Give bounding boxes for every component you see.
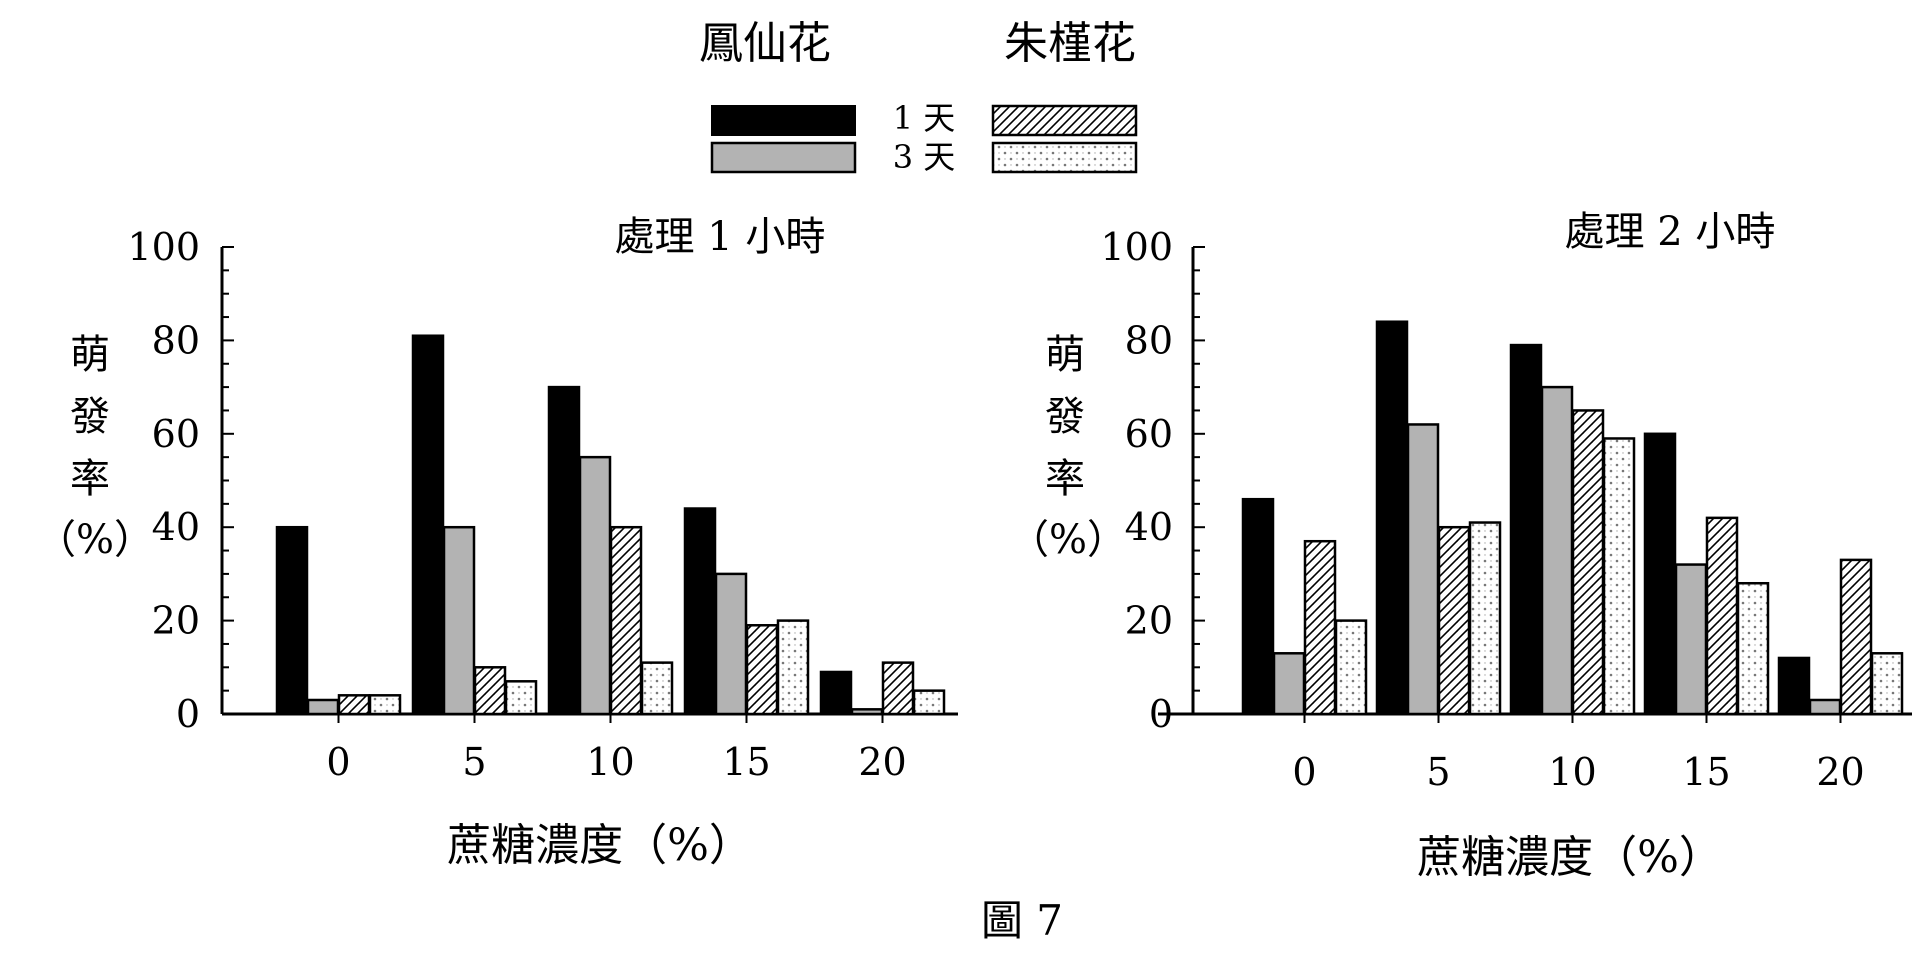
bar-series-impatiens-day1-5 <box>1375 320 1409 716</box>
x-axis-label: 蔗糖濃度（%） <box>1417 832 1723 883</box>
bar-series-hibiscus-day3-10 <box>640 661 674 716</box>
bar-series-hibiscus-day3-0 <box>1334 619 1368 716</box>
y-tick-label: 20 <box>152 599 200 643</box>
y-tick-label: 40 <box>152 505 200 549</box>
bar-series-impatiens-day3-5 <box>442 525 476 716</box>
bar-series-hibiscus-day1-0 <box>337 694 371 716</box>
x-tick-label: 10 <box>1548 750 1596 794</box>
bar-series-hibiscus-day3-5 <box>504 680 538 716</box>
bar-series-impatiens-day3-20 <box>850 708 884 716</box>
x-axis-label: 蔗糖濃度（%） <box>447 820 753 871</box>
x-tick-label: 0 <box>326 740 350 784</box>
legend-swatch-hibiscus-day1 <box>991 104 1138 137</box>
y-axis-label-line-4: （%） <box>1009 517 1127 563</box>
bar-series-impatiens-day3-20 <box>1808 698 1842 716</box>
bar-series-hibiscus-day1-10 <box>1571 409 1605 716</box>
bar-series-impatiens-day1-10 <box>1509 343 1543 716</box>
bar-series-hibiscus-day3-10 <box>1602 437 1636 716</box>
bar-series-hibiscus-day1-5 <box>473 666 507 716</box>
y-axis-label-line-1: 萌 <box>70 332 110 378</box>
x-tick-label: 5 <box>1426 750 1450 794</box>
bar-series-impatiens-day3-0 <box>1272 652 1306 716</box>
x-tick-label: 20 <box>1816 750 1864 794</box>
bar-series-hibiscus-day1-5 <box>1437 525 1471 716</box>
bar-series-impatiens-day3-10 <box>578 455 612 716</box>
x-tick-label: 15 <box>1682 750 1730 794</box>
y-tick-label: 100 <box>1100 225 1173 269</box>
figure-caption: 圖 7 <box>981 896 1063 945</box>
legend-row-day3: 3 天 <box>893 138 956 176</box>
x-tick-label: 15 <box>722 740 770 784</box>
bar-series-hibiscus-day1-20 <box>881 661 915 716</box>
y-axis-label-line-2: 發 <box>1045 394 1085 440</box>
bar-series-impatiens-day1-15 <box>683 507 717 716</box>
bar-series-hibiscus-day1-15 <box>745 624 779 716</box>
y-axis-label-line-1: 萌 <box>1045 332 1085 378</box>
bars <box>1241 320 1904 716</box>
x-tick-label: 10 <box>586 740 634 784</box>
bar-series-impatiens-day1-15 <box>1643 432 1677 716</box>
bar-series-hibiscus-day1-15 <box>1705 516 1739 716</box>
legend-header-impatiens: 鳳仙花 <box>699 18 831 69</box>
legend-row-day1: 1 天 <box>893 99 956 137</box>
x-tick-label: 0 <box>1292 750 1316 794</box>
bar-series-impatiens-day3-5 <box>1406 423 1440 716</box>
bar-series-impatiens-day1-20 <box>819 670 853 716</box>
bar-series-hibiscus-day1-20 <box>1839 558 1873 716</box>
y-axis-label-line-3: 率 <box>70 456 110 502</box>
y-axis-label-line-4: （%） <box>36 517 154 563</box>
bar-series-impatiens-day1-0 <box>275 525 309 716</box>
chart-title: 處理 1 小時 <box>615 214 826 260</box>
y-tick-label: 60 <box>152 412 200 456</box>
bar-series-impatiens-day1-10 <box>547 385 581 716</box>
bar-series-impatiens-day1-20 <box>1777 656 1811 716</box>
bar-series-hibiscus-day3-0 <box>368 694 402 716</box>
bar-series-hibiscus-day3-20 <box>912 689 946 716</box>
bar-series-hibiscus-day3-5 <box>1468 521 1502 716</box>
x-tick-label: 5 <box>462 740 486 784</box>
bar-series-hibiscus-day3-15 <box>776 619 810 716</box>
bar-series-hibiscus-day3-20 <box>1870 652 1904 716</box>
legend-swatch-impatiens-day1 <box>711 105 856 136</box>
legend-swatch-impatiens-day3 <box>710 141 857 174</box>
legend-header-hibiscus: 朱槿花 <box>1004 18 1136 69</box>
y-tick-label: 60 <box>1125 412 1173 456</box>
axes: 0 20 40 60 80 100 0 5 10 15 20 <box>1100 225 1912 794</box>
bar-series-impatiens-day3-10 <box>1540 385 1574 716</box>
y-tick-label: 20 <box>1125 599 1173 643</box>
legend: 鳳仙花 朱槿花 1 天 3 天 <box>699 18 1138 176</box>
bar-series-impatiens-day3-15 <box>714 572 748 716</box>
y-tick-label: 40 <box>1125 505 1173 549</box>
axes: 0 20 40 60 80 100 0 5 10 15 20 <box>127 225 958 784</box>
bars <box>275 334 946 716</box>
bar-series-hibiscus-day3-15 <box>1736 581 1770 716</box>
chart-treatment-1h: 處理 1 小時 萌 發 率 （%） 蔗糖濃度（%） 0 20 40 60 80 100 0 5… <box>36 214 958 871</box>
bar-series-impatiens-day3-15 <box>1674 563 1708 716</box>
y-axis-label-line-3: 率 <box>1045 456 1085 502</box>
y-tick-label: 0 <box>1149 692 1173 736</box>
chart-treatment-2h: 處理 2 小時 萌 發 率 （%） 蔗糖濃度（%） 0 20 40 60 80 100 0 5… <box>1009 209 1912 883</box>
bar-series-hibiscus-day1-10 <box>609 525 643 716</box>
bar-series-hibiscus-day1-0 <box>1303 539 1337 716</box>
x-tick-label: 20 <box>858 740 906 784</box>
legend-swatch-hibiscus-day3 <box>991 141 1138 174</box>
bar-series-impatiens-day1-0 <box>1241 497 1275 716</box>
y-axis-label-line-2: 發 <box>70 394 110 440</box>
bar-series-impatiens-day3-0 <box>306 698 340 716</box>
y-tick-label: 0 <box>176 692 200 736</box>
y-tick-label: 80 <box>152 318 200 362</box>
y-tick-label: 100 <box>127 225 200 269</box>
bar-series-impatiens-day1-5 <box>411 334 445 716</box>
chart-title: 處理 2 小時 <box>1565 209 1776 255</box>
y-tick-label: 80 <box>1125 318 1173 362</box>
